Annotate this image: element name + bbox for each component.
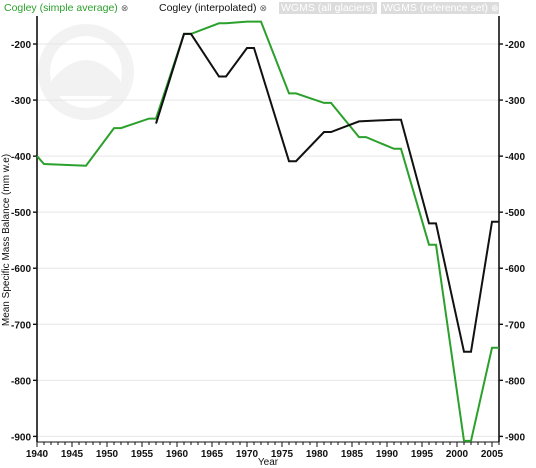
y-tick-label-left: -800	[11, 376, 31, 387]
legend-item-wgms-all[interactable]: WGMS (all glaciers)⊕	[279, 2, 385, 14]
y-tick-label-right: -800	[505, 376, 525, 387]
y-tick-label-right: -400	[505, 152, 525, 163]
legend-close-icon[interactable]: ⊗	[120, 3, 129, 13]
x-tick-label: 1980	[306, 449, 329, 460]
legend-item-interpolated[interactable]: Cogley (interpolated) ⊗	[157, 2, 267, 14]
y-axis-right: -200 -300 -400 -500 -600 -700 -800 -900	[499, 40, 525, 443]
x-axis-title: Year	[258, 457, 279, 468]
y-tick-label-right: -700	[505, 320, 525, 331]
x-tick-label: 1965	[201, 449, 224, 460]
x-tick-label: 1960	[166, 449, 189, 460]
y-tick-label-right: -200	[505, 40, 525, 51]
series-layer	[36, 20, 499, 442]
y-tick-label-right: -600	[505, 264, 525, 275]
x-tick-label: 1985	[341, 449, 364, 460]
y-tick-label-left: -900	[11, 432, 31, 443]
legend-label: WGMS (all glaciers)	[281, 2, 375, 14]
x-tick-label: 1945	[61, 449, 84, 460]
y-tick-label-left: -400	[11, 152, 31, 163]
legend-item-wgms-reference[interactable]: WGMS (reference set) ⊕	[381, 2, 499, 14]
x-tick-label: 1950	[96, 449, 119, 460]
series-line-simple-average	[36, 20, 499, 442]
y-tick-label-left: -600	[11, 264, 31, 275]
y-tick-label-left: -200	[11, 40, 31, 51]
y-axis-left: -200 -300 -400 -500 -600 -700 -800 -900	[11, 40, 37, 443]
y-tick-label-right: -500	[505, 208, 525, 219]
y-axis-title: Mean Specific Mass Balance (mm w.e)	[1, 154, 12, 326]
x-tick-label: 1975	[271, 449, 294, 460]
x-tick-label: 1990	[376, 449, 399, 460]
x-tick-label: 2000	[446, 449, 469, 460]
grid-lines	[37, 43, 499, 437]
legend-label: WGMS (reference set)	[383, 2, 489, 14]
legend-label: Cogley (interpolated)	[159, 2, 257, 14]
y-tick-label-right: -900	[505, 432, 525, 443]
y-tick-label-left: -300	[11, 96, 31, 107]
legend-close-icon[interactable]: ⊗	[259, 3, 268, 13]
x-tick-label: 1940	[26, 449, 49, 460]
x-tick-label: 1995	[411, 449, 434, 460]
legend-add-icon[interactable]: ⊕	[491, 3, 499, 13]
y-tick-label-left: -700	[11, 320, 31, 331]
legend-item-simple-average[interactable]: Cogley (simple average) ⊗	[2, 2, 128, 14]
x-tick-label: 1955	[131, 449, 154, 460]
y-tick-label-right: -300	[505, 96, 525, 107]
x-tick-label: 2005	[481, 449, 504, 460]
x-tick-label: 1970	[236, 449, 259, 460]
legend: Cogley (simple average) ⊗ Cogley (interpo…	[0, 0, 536, 16]
series-line-interpolated	[155, 32, 499, 353]
watermark-logo	[38, 24, 134, 120]
x-axis: 1940 1945 1950 1955 1960 1965 1970 1975 1980 1985…	[26, 442, 504, 460]
y-tick-label-left: -500	[11, 208, 31, 219]
legend-label: Cogley (simple average)	[4, 2, 118, 14]
